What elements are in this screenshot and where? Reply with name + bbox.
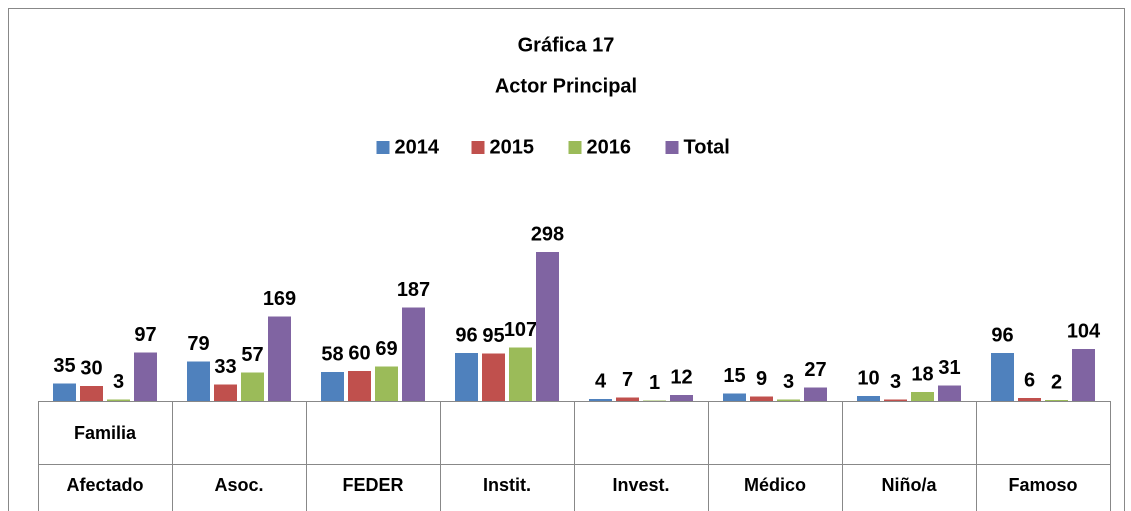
x-tick-label: Niño/a	[881, 475, 937, 495]
bar	[723, 393, 746, 401]
data-label: 69	[375, 338, 397, 360]
data-label: 169	[263, 288, 296, 310]
bar	[1045, 400, 1068, 401]
data-label: 33	[214, 356, 236, 378]
chart-title: Gráfica 17	[518, 34, 615, 56]
data-label: 27	[804, 359, 826, 381]
data-label: 35	[53, 355, 75, 377]
legend-swatch	[376, 141, 390, 154]
x-tick-label: Instit.	[483, 475, 531, 495]
data-label: 18	[911, 363, 933, 385]
data-label: 12	[670, 366, 692, 388]
data-label: 9	[756, 368, 767, 390]
data-label: 15	[723, 365, 745, 387]
data-label: 107	[504, 319, 537, 341]
data-label: 58	[321, 343, 343, 365]
bar	[1072, 349, 1095, 401]
data-label: 4	[595, 370, 607, 392]
bar	[777, 399, 800, 401]
data-label: 3	[783, 371, 794, 393]
data-label: 2	[1051, 371, 1062, 393]
chart-border	[8, 8, 1125, 511]
bar	[884, 399, 907, 401]
legend-label: Total	[684, 136, 730, 158]
legend-swatch	[568, 141, 582, 154]
legend-label: 2015	[490, 136, 535, 158]
data-label: 31	[938, 357, 960, 379]
x-tick-label: Famoso	[1008, 475, 1078, 495]
bar	[509, 347, 532, 401]
data-label: 187	[397, 279, 430, 301]
bar	[589, 399, 612, 401]
bar	[80, 386, 103, 401]
bar	[107, 399, 130, 401]
data-label: 10	[857, 367, 879, 389]
bar	[321, 372, 344, 401]
bar	[750, 396, 773, 401]
data-label: 104	[1067, 320, 1101, 342]
bar	[804, 387, 827, 401]
bar	[643, 400, 666, 401]
data-label: 60	[348, 342, 370, 364]
data-label: 97	[134, 324, 156, 346]
x-tick-label: Invest.	[612, 475, 670, 495]
bar	[53, 383, 76, 401]
legend-swatch	[665, 141, 679, 154]
bar	[670, 395, 693, 401]
bar	[536, 252, 559, 401]
bar	[134, 352, 157, 401]
data-label: 95	[482, 325, 504, 347]
data-label: 30	[80, 357, 102, 379]
bar	[268, 316, 291, 401]
x-tick-label: Familia Afectado	[66, 423, 144, 495]
data-label: 3	[890, 371, 901, 393]
legend-swatch	[471, 141, 485, 154]
bar	[455, 353, 478, 401]
data-label: 3	[113, 371, 124, 393]
bar	[482, 353, 505, 401]
bar	[214, 384, 237, 401]
bar	[991, 353, 1014, 401]
data-label: 96	[991, 324, 1013, 346]
bar	[616, 397, 639, 401]
data-label: 96	[455, 324, 477, 346]
bar	[348, 371, 371, 401]
data-label: 298	[531, 223, 564, 245]
x-tick-label: Médico	[743, 475, 806, 495]
data-label: 79	[187, 333, 209, 355]
bar	[938, 385, 961, 401]
x-tick-label: Asoc.	[214, 475, 264, 495]
data-label: 1	[649, 372, 660, 394]
legend-label: 2014	[395, 136, 440, 158]
bar	[402, 307, 425, 401]
data-label: 6	[1024, 369, 1035, 391]
bar	[911, 392, 934, 401]
bar	[187, 361, 210, 401]
bar	[241, 372, 264, 401]
bar	[1018, 398, 1041, 401]
bar	[375, 366, 398, 401]
bar	[857, 396, 880, 401]
data-label: 7	[622, 369, 633, 391]
chart-subtitle: Actor Principal	[495, 75, 637, 97]
data-label: 57	[241, 344, 263, 366]
x-tick-label: FEDER	[342, 475, 404, 495]
legend-label: 2016	[587, 136, 632, 158]
